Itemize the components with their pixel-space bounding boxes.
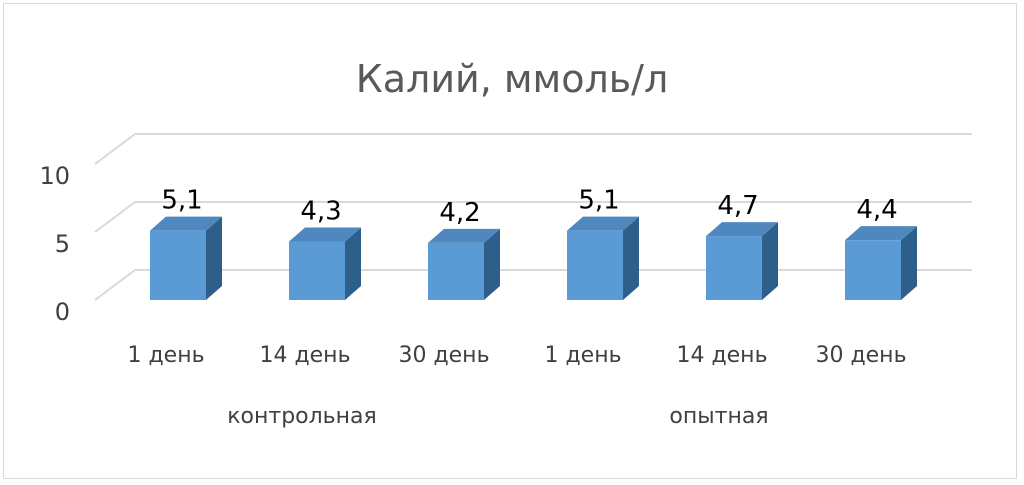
y-tick-label: 10 [39, 162, 70, 190]
y-axis-ticks: 0 5 10 [39, 162, 70, 326]
bar [428, 228, 500, 300]
bar [845, 226, 917, 300]
gridline-depth [94, 201, 136, 233]
bar [567, 216, 639, 300]
y-tick-label: 0 [55, 298, 70, 326]
bar [289, 227, 361, 300]
bar-side [623, 216, 639, 300]
category-label: 30 день [398, 343, 489, 368]
bars [150, 216, 917, 300]
data-labels: 5,1 4,3 4,2 5,1 4,7 4,4 [161, 186, 897, 228]
bar-front [706, 236, 762, 300]
bar-side [901, 226, 917, 300]
category-label: 14 день [259, 343, 350, 368]
data-label: 4,4 [856, 195, 897, 225]
bar-front [428, 242, 484, 300]
data-label: 5,1 [578, 186, 619, 216]
y-tick-label: 5 [55, 230, 70, 258]
category-label: 1 день [544, 343, 621, 368]
gridline-depth [94, 133, 136, 165]
data-label: 4,3 [300, 197, 341, 227]
category-label: 1 день [127, 343, 204, 368]
gridline-depth [94, 269, 136, 301]
chart-title: Калий, ммоль/л [356, 57, 668, 101]
bar-front [567, 230, 623, 300]
bar-top [706, 222, 778, 237]
data-label: 4,2 [439, 198, 480, 228]
category-label: 30 день [815, 343, 906, 368]
bar [706, 222, 778, 300]
bar-side [484, 228, 500, 300]
bar-front [845, 240, 901, 300]
gridlines [94, 133, 972, 301]
bar-side [206, 216, 222, 300]
bar-side [345, 227, 361, 300]
bar [150, 216, 222, 300]
category-labels: 1 день 14 день 30 день 1 день 14 день 30 день [127, 343, 906, 368]
bar-side [762, 222, 778, 300]
category-label: 14 день [676, 343, 767, 368]
bar-top [567, 216, 639, 231]
group-label: контрольная [227, 404, 377, 429]
bar-top [289, 227, 361, 242]
bar-front [289, 241, 345, 300]
bar-top [150, 216, 222, 231]
bar-top [428, 228, 500, 243]
group-label: опытная [669, 404, 768, 429]
data-label: 5,1 [161, 186, 202, 216]
data-label: 4,7 [717, 191, 758, 221]
bar-front [150, 230, 206, 300]
bar-top [845, 226, 917, 241]
group-labels: контрольная опытная [227, 404, 768, 429]
